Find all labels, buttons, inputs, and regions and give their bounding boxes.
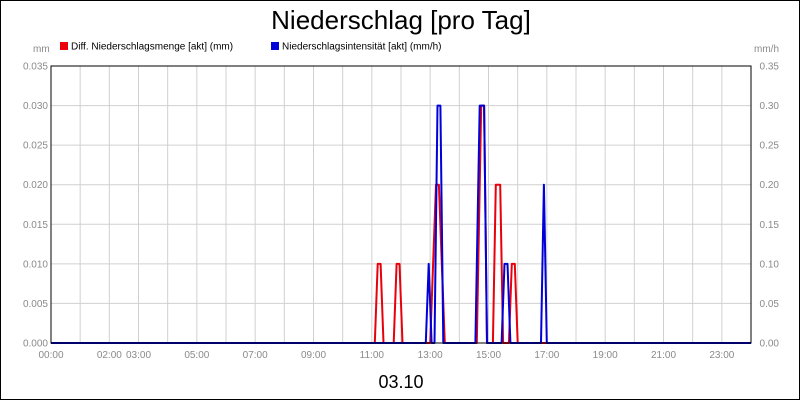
y-right-tick-label: 0.20 (760, 180, 780, 191)
y-right-tick-label: 0.00 (760, 339, 780, 350)
y-right-tick-label: 0.05 (760, 299, 780, 310)
x-tick-label: 03:00 (126, 350, 151, 361)
legend: Diff. Niederschlagsmenge [akt] (mm) Nied… (60, 42, 442, 53)
y-right-tick-label: 0.30 (760, 101, 780, 112)
date-label: 03.10 (378, 372, 423, 392)
legend-label-intensity: Niederschlagsintensität [akt] (mm/h) (282, 42, 442, 53)
x-tick-label: 05:00 (184, 350, 209, 361)
x-tick-label: 13:00 (418, 350, 443, 361)
y-left-tick-label: 0.035 (23, 62, 48, 73)
y-right-tick-label: 0.35 (760, 62, 780, 73)
x-tick-label: 23:00 (709, 350, 734, 361)
x-tick-label: 19:00 (593, 350, 618, 361)
y-left-tick-label: 0.030 (23, 101, 48, 112)
x-tick-label: 17:00 (534, 350, 559, 361)
legend-label-mm: Diff. Niederschlagsmenge [akt] (mm) (71, 42, 233, 53)
y-right-unit: mm/h (754, 44, 779, 55)
x-tick-label: 15:00 (476, 350, 501, 361)
y-right-tick-label: 0.15 (760, 220, 780, 231)
axis-labels: 0.000 0.00 0.005 0.05 0.010 0.10 0.015 0.15 0.02… (23, 62, 779, 362)
y-right-tick-label: 0.25 (760, 141, 780, 152)
x-tick-label: 11:00 (360, 350, 385, 361)
y-left-unit: mm (33, 44, 50, 55)
y-left-tick-label: 0.005 (23, 299, 48, 310)
y-left-tick-label: 0.020 (23, 180, 48, 191)
plot-area-border (50, 65, 752, 344)
x-tick-label: 02:00 (97, 350, 122, 361)
y-left-tick-label: 0.015 (23, 220, 48, 231)
x-tick-label: 09:00 (301, 350, 326, 361)
chart-title: Niederschlag [pro Tag] (271, 5, 531, 35)
y-right-tick-label: 0.10 (760, 259, 780, 270)
x-tick-label: 21:00 (651, 350, 676, 361)
y-left-tick-label: 0.010 (23, 259, 48, 270)
y-left-tick-label: 0.025 (23, 141, 48, 152)
x-tick-label: 07:00 (243, 350, 268, 361)
legend-swatch-mm (60, 42, 68, 50)
legend-swatch-intensity (271, 42, 279, 50)
x-tick-label: 00:00 (38, 350, 63, 361)
y-left-tick-label: 0.000 (23, 339, 48, 350)
